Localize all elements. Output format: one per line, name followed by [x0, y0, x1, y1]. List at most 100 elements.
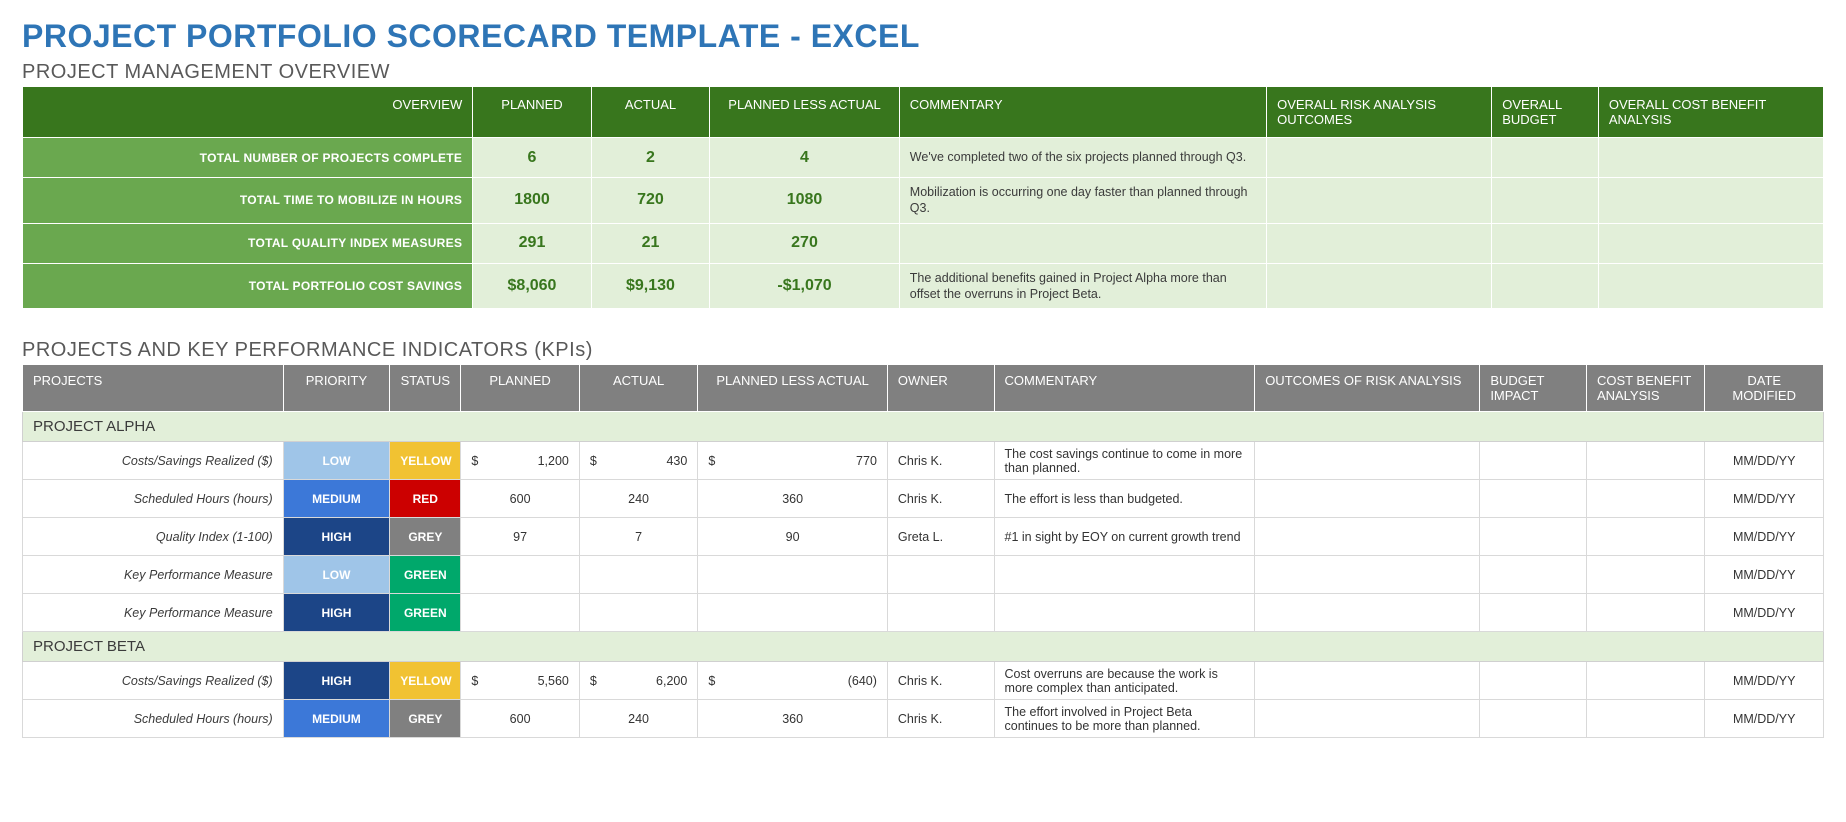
kpi-diff	[698, 594, 888, 632]
priority-badge: HIGH	[283, 518, 390, 556]
kpi-date: MM/DD/YY	[1705, 518, 1824, 556]
kpi-empty	[1586, 518, 1704, 556]
kpi-date: MM/DD/YY	[1705, 700, 1824, 738]
overview-cell: We've completed two of the six projects …	[899, 138, 1266, 178]
overview-cell: 2	[591, 138, 709, 178]
overview-cell: 291	[473, 223, 591, 263]
kpi-actual	[579, 594, 697, 632]
status-badge: GREY	[390, 518, 461, 556]
status-badge: GREEN	[390, 594, 461, 632]
kpi-label: Scheduled Hours (hours)	[23, 480, 284, 518]
overview-section-title: PROJECT MANAGEMENT OVERVIEW	[22, 61, 1824, 84]
overview-row: TOTAL NUMBER OF PROJECTS COMPLETE624We'v…	[23, 138, 1824, 178]
overview-cell: The additional benefits gained in Projec…	[899, 263, 1266, 309]
kpi-group-name: PROJECT BETA	[23, 632, 1824, 662]
kpi-group-row: PROJECT ALPHA	[23, 412, 1824, 442]
kpi-commentary: The effort involved in Project Beta cont…	[994, 700, 1255, 738]
kpi-empty	[1480, 518, 1587, 556]
overview-header-row: OVERVIEWPLANNEDACTUALPLANNED LESS ACTUAL…	[23, 87, 1824, 138]
priority-badge: LOW	[283, 556, 390, 594]
kpi-planned: 600	[461, 480, 579, 518]
overview-col-header: OVERALL BUDGET	[1492, 87, 1599, 138]
kpi-col-header: STATUS	[390, 365, 461, 412]
kpi-planned: 600	[461, 700, 579, 738]
overview-cell	[1492, 223, 1599, 263]
overview-cell: 720	[591, 178, 709, 224]
overview-col-header: OVERALL COST BENEFIT ANALYSIS	[1598, 87, 1823, 138]
kpi-col-header: PLANNED LESS ACTUAL	[698, 365, 888, 412]
kpi-table: PROJECTSPRIORITYSTATUSPLANNEDACTUALPLANN…	[22, 364, 1824, 738]
kpi-empty	[1586, 662, 1704, 700]
kpi-row: Key Performance MeasureHIGHGREEN MM/DD/YY	[23, 594, 1824, 632]
kpi-col-header: COST BENEFIT ANALYSIS	[1586, 365, 1704, 412]
kpi-col-header: DATE MODIFIED	[1705, 365, 1824, 412]
overview-cell	[1598, 223, 1823, 263]
kpi-group-row: PROJECT BETA	[23, 632, 1824, 662]
kpi-empty	[1480, 662, 1587, 700]
overview-col-header: PLANNED LESS ACTUAL	[710, 87, 900, 138]
kpi-actual: 240	[579, 480, 697, 518]
kpi-row: Key Performance MeasureLOWGREENMM/DD/YY	[23, 556, 1824, 594]
kpi-empty	[1255, 662, 1480, 700]
overview-cell	[1492, 263, 1599, 309]
kpi-empty	[1586, 594, 1704, 632]
overview-col-header: PLANNED	[473, 87, 591, 138]
overview-cell: TOTAL PORTFOLIO COST SAVINGS	[23, 263, 473, 309]
kpi-empty	[1255, 480, 1480, 518]
kpi-date: MM/DD/YY	[1705, 480, 1824, 518]
status-badge: GREEN	[390, 556, 461, 594]
overview-cell	[1492, 178, 1599, 224]
overview-cell: 6	[473, 138, 591, 178]
kpi-planned: $5,560	[461, 662, 579, 700]
priority-badge: MEDIUM	[283, 480, 390, 518]
kpi-label: Key Performance Measure	[23, 594, 284, 632]
overview-cell	[1598, 138, 1823, 178]
overview-col-header: OVERALL RISK ANALYSIS OUTCOMES	[1267, 87, 1492, 138]
kpi-empty	[1255, 700, 1480, 738]
kpi-col-header: PLANNED	[461, 365, 579, 412]
kpi-diff: $770	[698, 442, 888, 480]
kpi-commentary: Cost overruns are because the work is mo…	[994, 662, 1255, 700]
kpi-actual: 240	[579, 700, 697, 738]
status-badge: GREY	[390, 700, 461, 738]
overview-cell: -$1,070	[710, 263, 900, 309]
overview-cell: $9,130	[591, 263, 709, 309]
overview-cell: Mobilization is occurring one day faster…	[899, 178, 1266, 224]
overview-cell	[1267, 223, 1492, 263]
kpi-planned: 97	[461, 518, 579, 556]
overview-table: OVERVIEWPLANNEDACTUALPLANNED LESS ACTUAL…	[22, 86, 1824, 309]
kpi-empty	[1586, 700, 1704, 738]
kpi-empty	[1255, 518, 1480, 556]
kpi-empty	[1586, 556, 1704, 594]
kpi-actual	[579, 556, 697, 594]
overview-cell	[1492, 138, 1599, 178]
kpi-diff: 360	[698, 480, 888, 518]
kpi-col-header: PROJECTS	[23, 365, 284, 412]
kpi-planned: $1,200	[461, 442, 579, 480]
overview-cell: TOTAL TIME TO MOBILIZE IN HOURS	[23, 178, 473, 224]
kpi-owner: Greta L.	[887, 518, 994, 556]
kpi-actual: 7	[579, 518, 697, 556]
overview-col-header: OVERVIEW	[23, 87, 473, 138]
kpi-empty	[1586, 480, 1704, 518]
kpi-planned	[461, 594, 579, 632]
kpi-commentary	[994, 594, 1255, 632]
kpi-empty	[1480, 700, 1587, 738]
kpi-date: MM/DD/YY	[1705, 594, 1824, 632]
kpi-label: Scheduled Hours (hours)	[23, 700, 284, 738]
priority-badge: HIGH	[283, 594, 390, 632]
overview-cell: 4	[710, 138, 900, 178]
kpi-col-header: OUTCOMES OF RISK ANALYSIS	[1255, 365, 1480, 412]
kpi-empty	[1586, 442, 1704, 480]
kpi-group-name: PROJECT ALPHA	[23, 412, 1824, 442]
kpi-owner: Chris K.	[887, 700, 994, 738]
overview-cell: 270	[710, 223, 900, 263]
kpi-row: Scheduled Hours (hours)MEDIUMGREY6002403…	[23, 700, 1824, 738]
kpi-col-header: OWNER	[887, 365, 994, 412]
overview-col-header: ACTUAL	[591, 87, 709, 138]
kpi-label: Key Performance Measure	[23, 556, 284, 594]
kpi-row: Costs/Savings Realized ($)LOWYELLOW$1,20…	[23, 442, 1824, 480]
kpi-row: Costs/Savings Realized ($)HIGHYELLOW$5,5…	[23, 662, 1824, 700]
overview-cell	[1267, 178, 1492, 224]
kpi-col-header: ACTUAL	[579, 365, 697, 412]
